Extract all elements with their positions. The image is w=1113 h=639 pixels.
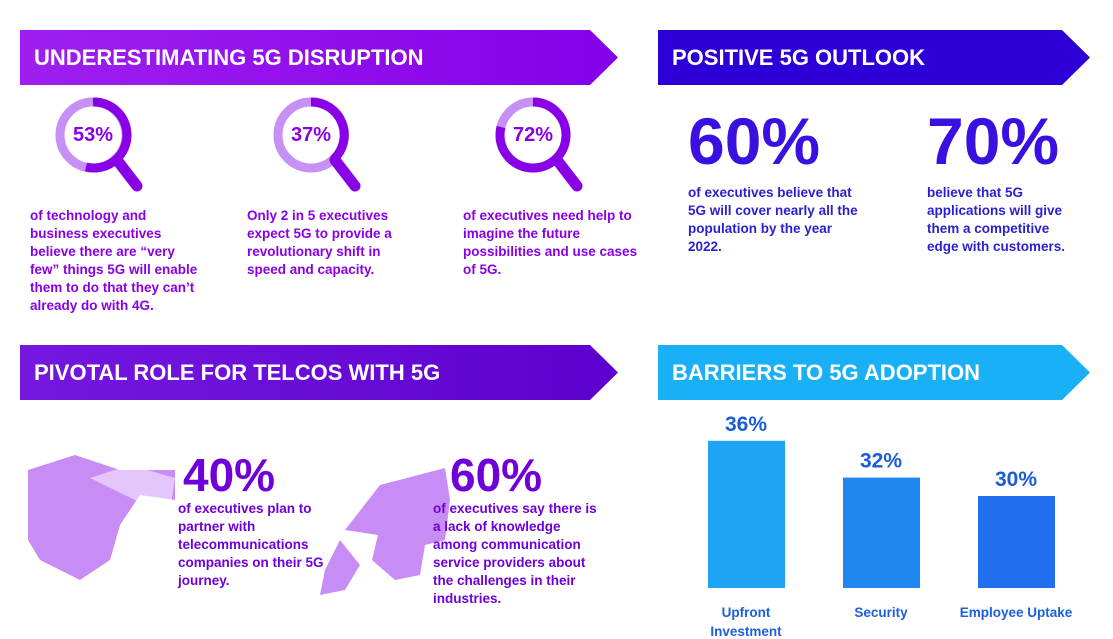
banner: PIVOTAL ROLE FOR TELCOS WITH 5G xyxy=(20,345,618,400)
x-tick-label: Security xyxy=(854,605,908,620)
bar xyxy=(708,440,785,588)
x-tick-label: Upfront Investment xyxy=(710,605,782,639)
magnifier xyxy=(273,97,361,192)
chart-title: BARRIERS TO 5G ADOPTION xyxy=(658,345,1090,400)
x-tick-label: Employee Uptake xyxy=(959,605,1073,620)
stat-text: of executives plan to partner with telec… xyxy=(178,501,324,588)
stat-value: 53% xyxy=(72,124,114,146)
stat-text: of executives say there is a lack of kno… xyxy=(433,501,597,606)
stat-text: believe that 5G applications will give t… xyxy=(927,185,1066,254)
stat-text: Only 2 in 5 executives expect 5G to prov… xyxy=(247,208,392,277)
stat-text: of technology and business executives be… xyxy=(30,208,198,313)
handshake-icon xyxy=(28,455,175,580)
magnifier xyxy=(495,97,583,192)
rocket-icon xyxy=(320,468,450,595)
banner: POSITIVE 5G OUTLOOK xyxy=(658,30,1090,85)
bar-chart: 36% 32% 30% xyxy=(708,413,1055,588)
stat-value: 60% xyxy=(688,104,821,178)
magnifier xyxy=(55,97,143,192)
banner: UNDERESTIMATING 5G DISRUPTION xyxy=(20,30,618,85)
value-label: 32% xyxy=(860,450,902,473)
stat-value: 40% xyxy=(183,449,276,501)
bar xyxy=(978,496,1055,588)
stat-value: 72% xyxy=(512,124,554,146)
value-label: 36% xyxy=(725,413,767,436)
magnifiers xyxy=(55,97,583,192)
stat-text: of executives believe that 5G will cover… xyxy=(688,185,858,254)
bar xyxy=(843,477,920,588)
stat-text: of executives need help to imagine the f… xyxy=(463,208,638,277)
stat-value: 37% xyxy=(290,124,332,146)
stat-value: 60% xyxy=(450,449,543,501)
stat-value: 70% xyxy=(927,104,1060,178)
value-label: 30% xyxy=(995,468,1037,491)
